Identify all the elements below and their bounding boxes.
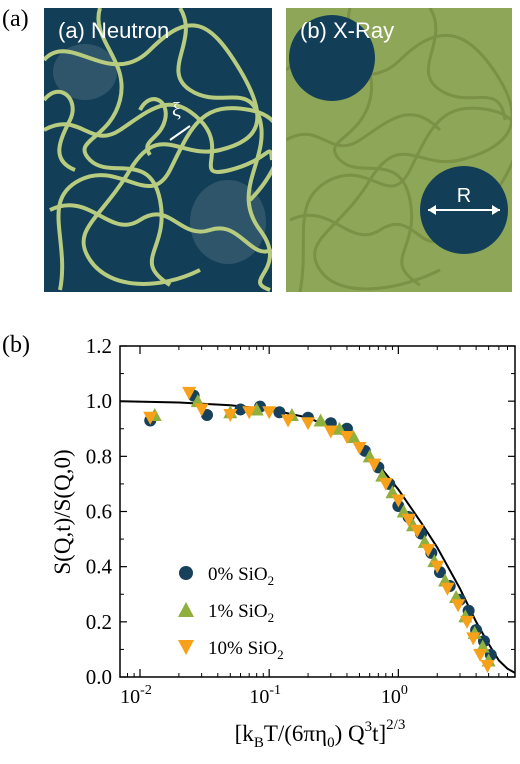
neutron-polymer-strands [44, 8, 272, 292]
data-point [143, 411, 158, 425]
y-tick-label: 0.6 [86, 500, 112, 524]
y-tick-label: 0.2 [86, 610, 112, 634]
panel-b-label: (b) [2, 332, 30, 358]
data-point [313, 413, 328, 427]
x-axis: 10-2 10-1 100 [120, 346, 516, 708]
xray-title: (b) X-Ray [300, 18, 394, 43]
data-point [459, 615, 474, 629]
fit-curve [120, 400, 515, 674]
data-point [352, 442, 367, 456]
data-point [466, 632, 481, 646]
y-tick-label: 0.0 [86, 665, 112, 689]
data-points [143, 386, 497, 673]
x-tick-label: 10-2 [120, 683, 152, 708]
data-point [421, 544, 436, 558]
xray-panel: (b) X-Ray R [286, 8, 512, 292]
neutron-panel: (a) Neutron ξ [44, 8, 272, 292]
data-point [262, 406, 277, 420]
legend-label: 1% SiO2 [208, 601, 274, 625]
xi-label: ξ [172, 99, 181, 121]
legend-marker [178, 602, 194, 617]
y-axis: 0.0 0.2 0.4 0.6 0.8 1.0 1.2 [86, 334, 515, 689]
data-point [339, 431, 354, 445]
data-point [451, 599, 466, 613]
data-point [346, 430, 361, 444]
xi-arrow [169, 125, 191, 141]
data-point [194, 403, 209, 417]
y-tick-label: 0.4 [86, 555, 113, 579]
particle-top [289, 15, 375, 101]
data-point [249, 402, 264, 416]
data-point [401, 513, 416, 527]
y-tick-label: 1.0 [86, 389, 112, 413]
legend-marker [178, 640, 194, 655]
legend-label: 0% SiO2 [208, 564, 274, 588]
legend: 0% SiO2 1% SiO2 10% SiO2 [178, 564, 284, 662]
data-point [430, 560, 445, 574]
data-point [182, 386, 197, 400]
data-point [440, 582, 455, 596]
data-point [367, 458, 382, 472]
data-point [378, 477, 393, 491]
data-point [391, 494, 406, 508]
panel-a-label: (a) [2, 6, 29, 32]
xray-polymer-strands [286, 8, 512, 292]
r-arrow-right-head [492, 205, 500, 215]
neutron-title: (a) Neutron [58, 18, 169, 43]
y-tick-label: 0.8 [86, 444, 112, 468]
data-point [480, 659, 495, 673]
y-tick-label: 1.2 [86, 334, 112, 358]
x-tick-label: 10-1 [249, 683, 281, 708]
data-point [281, 414, 296, 428]
x-axis-label: [kBT/(6πη0) Q3t]2/3 [235, 717, 406, 751]
data-point [410, 524, 425, 538]
r-arrow-left-head [428, 205, 436, 215]
legend-label: 10% SiO2 [208, 638, 284, 662]
data-point [301, 417, 316, 431]
legend-marker [179, 566, 193, 580]
x-tick-label: 100 [381, 683, 408, 708]
data-point [473, 648, 488, 662]
chart: 0.0 0.2 0.4 0.6 0.8 1.0 1.2 10-2 10-1 100 0% SiO… [50, 334, 516, 751]
data-point [223, 408, 238, 422]
data-point [242, 406, 257, 420]
plot-frame [119, 345, 516, 678]
data-point [323, 425, 338, 439]
r-label: R [457, 185, 471, 207]
y-axis-label: S(Q,t)/S(Q,0) [50, 449, 75, 574]
